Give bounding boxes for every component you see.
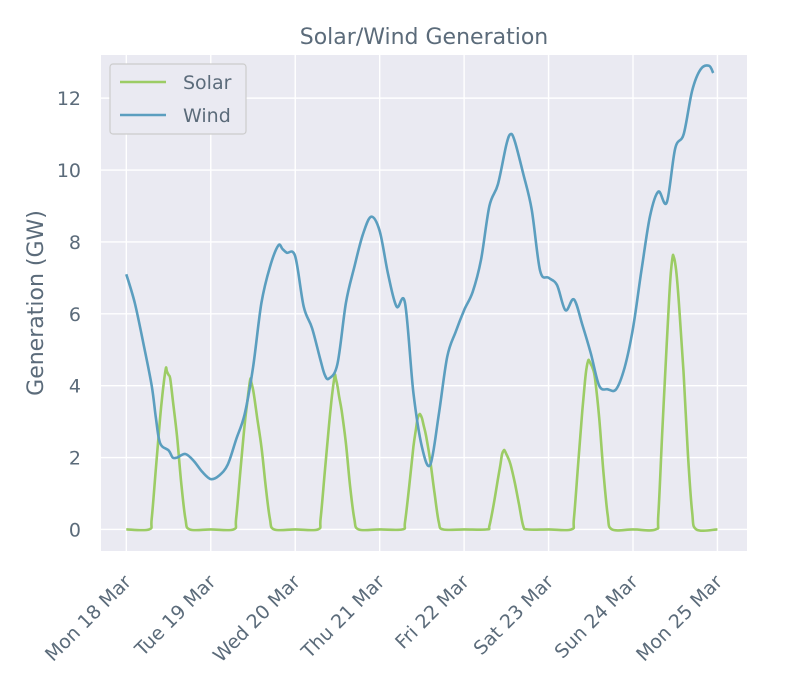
series-layer: [125, 64, 718, 533]
y-tick-label: 6: [69, 304, 81, 326]
y-tick-label: 8: [69, 232, 81, 254]
x-tick-label: Tue 19 Mar: [130, 571, 220, 661]
x-tick-label: Mon 25 Mar: [632, 571, 727, 666]
series-line-wind: [125, 64, 715, 481]
y-axis-label: Generation (GW): [24, 210, 49, 396]
x-tick-label: Sun 24 Mar: [550, 571, 642, 663]
x-tick-label: Sat 23 Mar: [470, 571, 559, 660]
y-tick-label: 2: [69, 448, 81, 470]
legend: Solar Wind: [109, 63, 247, 135]
y-tick-label: 10: [57, 160, 81, 182]
legend-solar-label: Solar: [183, 72, 232, 94]
series-line-solar: [126, 253, 718, 533]
x-tick-label: Thu 21 Mar: [297, 571, 390, 664]
grid: [101, 55, 747, 551]
x-tick-label: Mon 18 Mar: [41, 571, 136, 666]
y-tick-label: 4: [69, 376, 81, 398]
legend-wind-label: Wind: [183, 105, 231, 127]
chart-title: Solar/Wind Generation: [300, 25, 549, 50]
plot-area: [101, 55, 747, 551]
y-tick-label: 0: [69, 519, 81, 541]
x-tick-label: Wed 20 Mar: [209, 571, 305, 667]
y-tick-label: 12: [57, 88, 81, 110]
x-tick-label: Fri 22 Mar: [391, 571, 474, 654]
